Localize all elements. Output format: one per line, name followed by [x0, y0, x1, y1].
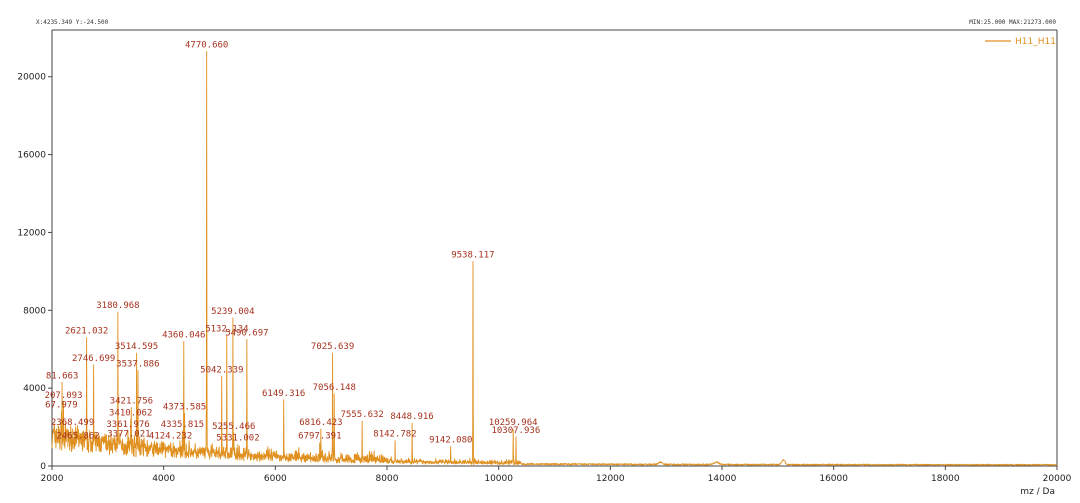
- peak-label: 6797.391: [298, 432, 341, 442]
- peak-label: 5490.697: [225, 328, 268, 338]
- peak-label: 5132.134: [205, 325, 248, 335]
- peak-label: 5042.339: [200, 365, 243, 375]
- x-tick-label: 12000: [596, 474, 625, 484]
- peak-label: 4124.232: [149, 432, 192, 442]
- peak-label: 5255.466: [212, 422, 255, 432]
- peak-label: 2621.032: [65, 327, 108, 337]
- peak-label: 4770.660: [185, 40, 228, 50]
- peak-label: 4335.815: [161, 420, 204, 430]
- peak-label: 8448.916: [390, 412, 433, 422]
- x-tick-label: 6000: [264, 474, 287, 484]
- legend: H11_H11: [985, 37, 1056, 47]
- peak-label: 207.093: [45, 391, 83, 401]
- peak-label: 9142.080: [429, 436, 472, 446]
- peak-label: 2465.862: [56, 432, 99, 442]
- x-axis-title: mz / Da: [1020, 487, 1055, 497]
- peak-label: 2746.699: [72, 354, 115, 364]
- peak-label: 2368.499: [51, 418, 94, 428]
- peak-label: 7056.148: [313, 383, 356, 393]
- x-axis-ticks: 2000 4000 6000 8000 10000 12000 14000 16000 1800…: [41, 466, 1072, 484]
- peak-label: 5331.002: [216, 434, 259, 444]
- spectrum-trace: [51, 50, 1058, 466]
- y-tick-label: 4000: [23, 384, 46, 394]
- peak-label: 4360.046: [162, 330, 205, 340]
- peak-label: 3410.062: [109, 408, 152, 418]
- peak-label: 3537.886: [116, 360, 159, 370]
- plot-frame: [51, 29, 1058, 467]
- peak-label: 6149.316: [262, 389, 305, 399]
- x-tick-label: 14000: [708, 474, 737, 484]
- x-tick-label: 20000: [1043, 474, 1072, 484]
- peak-label: 10307.936: [491, 426, 540, 436]
- peak-label: 7555.632: [341, 410, 384, 420]
- peak-label: 81.663: [46, 371, 79, 381]
- y-tick-label: 20000: [17, 73, 46, 83]
- peak-label: 67.979: [45, 401, 78, 411]
- peak-label: 3514.595: [115, 342, 158, 352]
- peak-label: 3421.756: [110, 397, 153, 407]
- peak-label: 3377.021: [107, 430, 150, 440]
- y-axis-ticks: 0 4000 8000 12000 16000 20000: [17, 73, 52, 472]
- cursor-readout: X:4235.349 Y:-24.500: [36, 19, 109, 26]
- peak-label: 9538.117: [451, 251, 494, 261]
- x-tick-label: 16000: [819, 474, 848, 484]
- peak-label: 8142.782: [373, 430, 416, 440]
- x-tick-label: 8000: [376, 474, 399, 484]
- peak-label: 7025.639: [311, 342, 354, 352]
- x-tick-label: 18000: [931, 474, 960, 484]
- x-tick-label: 4000: [152, 474, 175, 484]
- peak-label: 3180.968: [96, 301, 139, 311]
- x-tick-label: 2000: [41, 474, 64, 484]
- range-readout: MIN:25.000 MAX:21273.000: [969, 19, 1056, 26]
- peak-label: 6816.423: [299, 418, 342, 428]
- legend-series-name: H11_H11: [1015, 37, 1056, 47]
- y-tick-label: 16000: [17, 151, 46, 161]
- peak-label: 3361.976: [106, 420, 149, 430]
- x-tick-label: 10000: [484, 474, 513, 484]
- y-tick-label: 12000: [17, 228, 46, 238]
- y-tick-label: 0: [40, 462, 46, 472]
- peak-label: 10259.964: [489, 418, 538, 428]
- peak-label: 5239.004: [211, 307, 254, 317]
- y-tick-label: 8000: [23, 306, 46, 316]
- peak-label: 4373.585: [163, 402, 206, 412]
